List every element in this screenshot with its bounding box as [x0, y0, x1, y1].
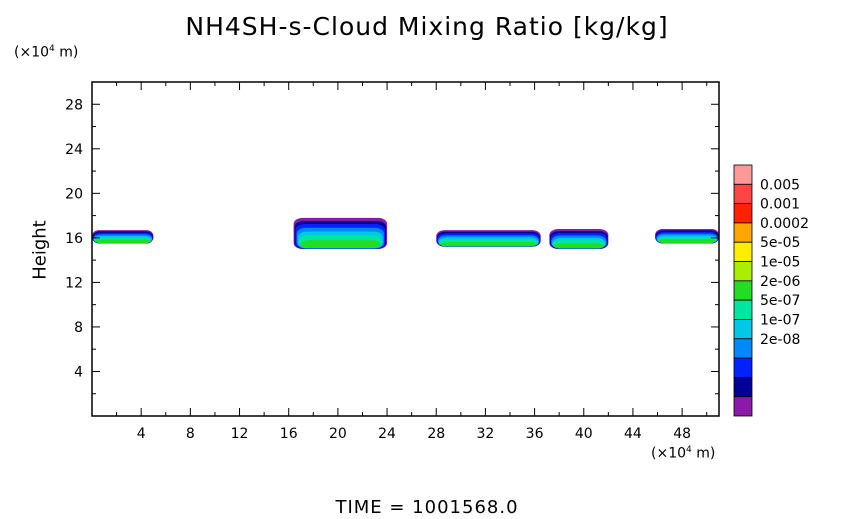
x-tick-label: 20 — [329, 426, 347, 442]
y-tick-labels: 4 8 12 16 20 24 28 — [65, 97, 83, 380]
y-tick-label: 16 — [65, 231, 83, 247]
x-tick-label: 32 — [476, 426, 494, 442]
x-tick-label: 8 — [186, 426, 195, 442]
y-unit-exponent: 4 — [49, 44, 55, 54]
x-tick-label: 4 — [137, 426, 146, 442]
cloud-patch — [293, 217, 388, 249]
x-unit-suffix: m) — [691, 445, 716, 462]
colorbar-label: 0.0002 — [760, 216, 809, 232]
y-unit-suffix: m) — [54, 44, 79, 61]
cloud-patch — [92, 230, 154, 244]
y-tick-label: 4 — [74, 364, 83, 380]
colorbar-swatch — [733, 280, 753, 301]
x-tick-labels: 4 8 12 16 20 24 28 32 36 40 44 48 — [137, 426, 691, 442]
x-unit-prefix: (×10 — [651, 445, 687, 462]
cloud-patch — [549, 228, 609, 249]
plot-frame — [91, 81, 720, 417]
y-tick-label: 24 — [65, 142, 83, 158]
colorbar-label: 5e-05 — [760, 235, 800, 251]
colorbar-swatch — [733, 396, 753, 417]
colorbar-swatch — [733, 164, 753, 185]
cloud-patch — [436, 230, 541, 247]
colorbar-swatch — [733, 203, 753, 224]
x-tick-label: 36 — [526, 426, 544, 442]
axis-ticks — [92, 82, 719, 416]
colorbar-swatch — [733, 376, 753, 398]
colorbar-label: 5e-07 — [760, 293, 800, 309]
y-axis-unit: (×104 m) — [14, 44, 78, 61]
colorbar-swatch — [733, 299, 753, 320]
cloud-patch — [655, 228, 719, 244]
colorbar-label: 0.001 — [760, 197, 800, 213]
colorbar-label: 0.005 — [760, 177, 800, 193]
colorbar-label: 2e-06 — [760, 274, 800, 290]
y-unit-prefix: (×10 — [14, 44, 50, 61]
cloud-layer-band — [439, 242, 538, 247]
colorbar-swatch — [733, 241, 753, 262]
x-tick-label: 48 — [673, 426, 691, 442]
colorbar-swatch — [733, 261, 753, 282]
x-tick-label: 28 — [427, 426, 445, 442]
cloud-layer — [92, 217, 719, 249]
y-tick-label: 8 — [74, 320, 83, 336]
cloud-layer-band — [658, 239, 716, 243]
chart-title: NH4SH-s-Cloud Mixing Ratio [kg/kg] — [185, 12, 669, 41]
y-axis-label: Height — [29, 220, 51, 280]
colorbar-swatch — [733, 183, 753, 205]
colorbar-swatch — [733, 357, 753, 378]
x-unit-exponent: 4 — [686, 445, 692, 455]
colorbar-label: 2e-08 — [760, 332, 800, 348]
x-tick-label: 40 — [575, 426, 593, 442]
x-tick-label: 44 — [624, 426, 642, 442]
colorbar-swatch — [733, 338, 753, 359]
colorbar-label: 1e-07 — [760, 312, 800, 328]
x-tick-label: 12 — [231, 426, 249, 442]
colorbar-label: 1e-05 — [760, 255, 800, 271]
colorbar: 0.005 0.001 0.0002 5e-05 1e-05 2e-06 5e-07 1e-0… — [733, 164, 809, 417]
cloud-layer-band — [94, 239, 151, 243]
cloud-layer-band — [553, 243, 605, 249]
time-label: TIME = 1001568.0 — [335, 497, 519, 518]
x-tick-label: 16 — [280, 426, 298, 442]
x-tick-label: 24 — [378, 426, 396, 442]
y-tick-label: 28 — [65, 97, 83, 113]
colorbar-swatch — [733, 319, 753, 340]
colorbar-swatch — [733, 222, 753, 243]
y-tick-label: 12 — [65, 275, 83, 291]
x-axis-unit: (×104 m) — [651, 445, 715, 462]
y-tick-label: 20 — [65, 186, 83, 202]
cloud-layer-band — [300, 240, 381, 248]
